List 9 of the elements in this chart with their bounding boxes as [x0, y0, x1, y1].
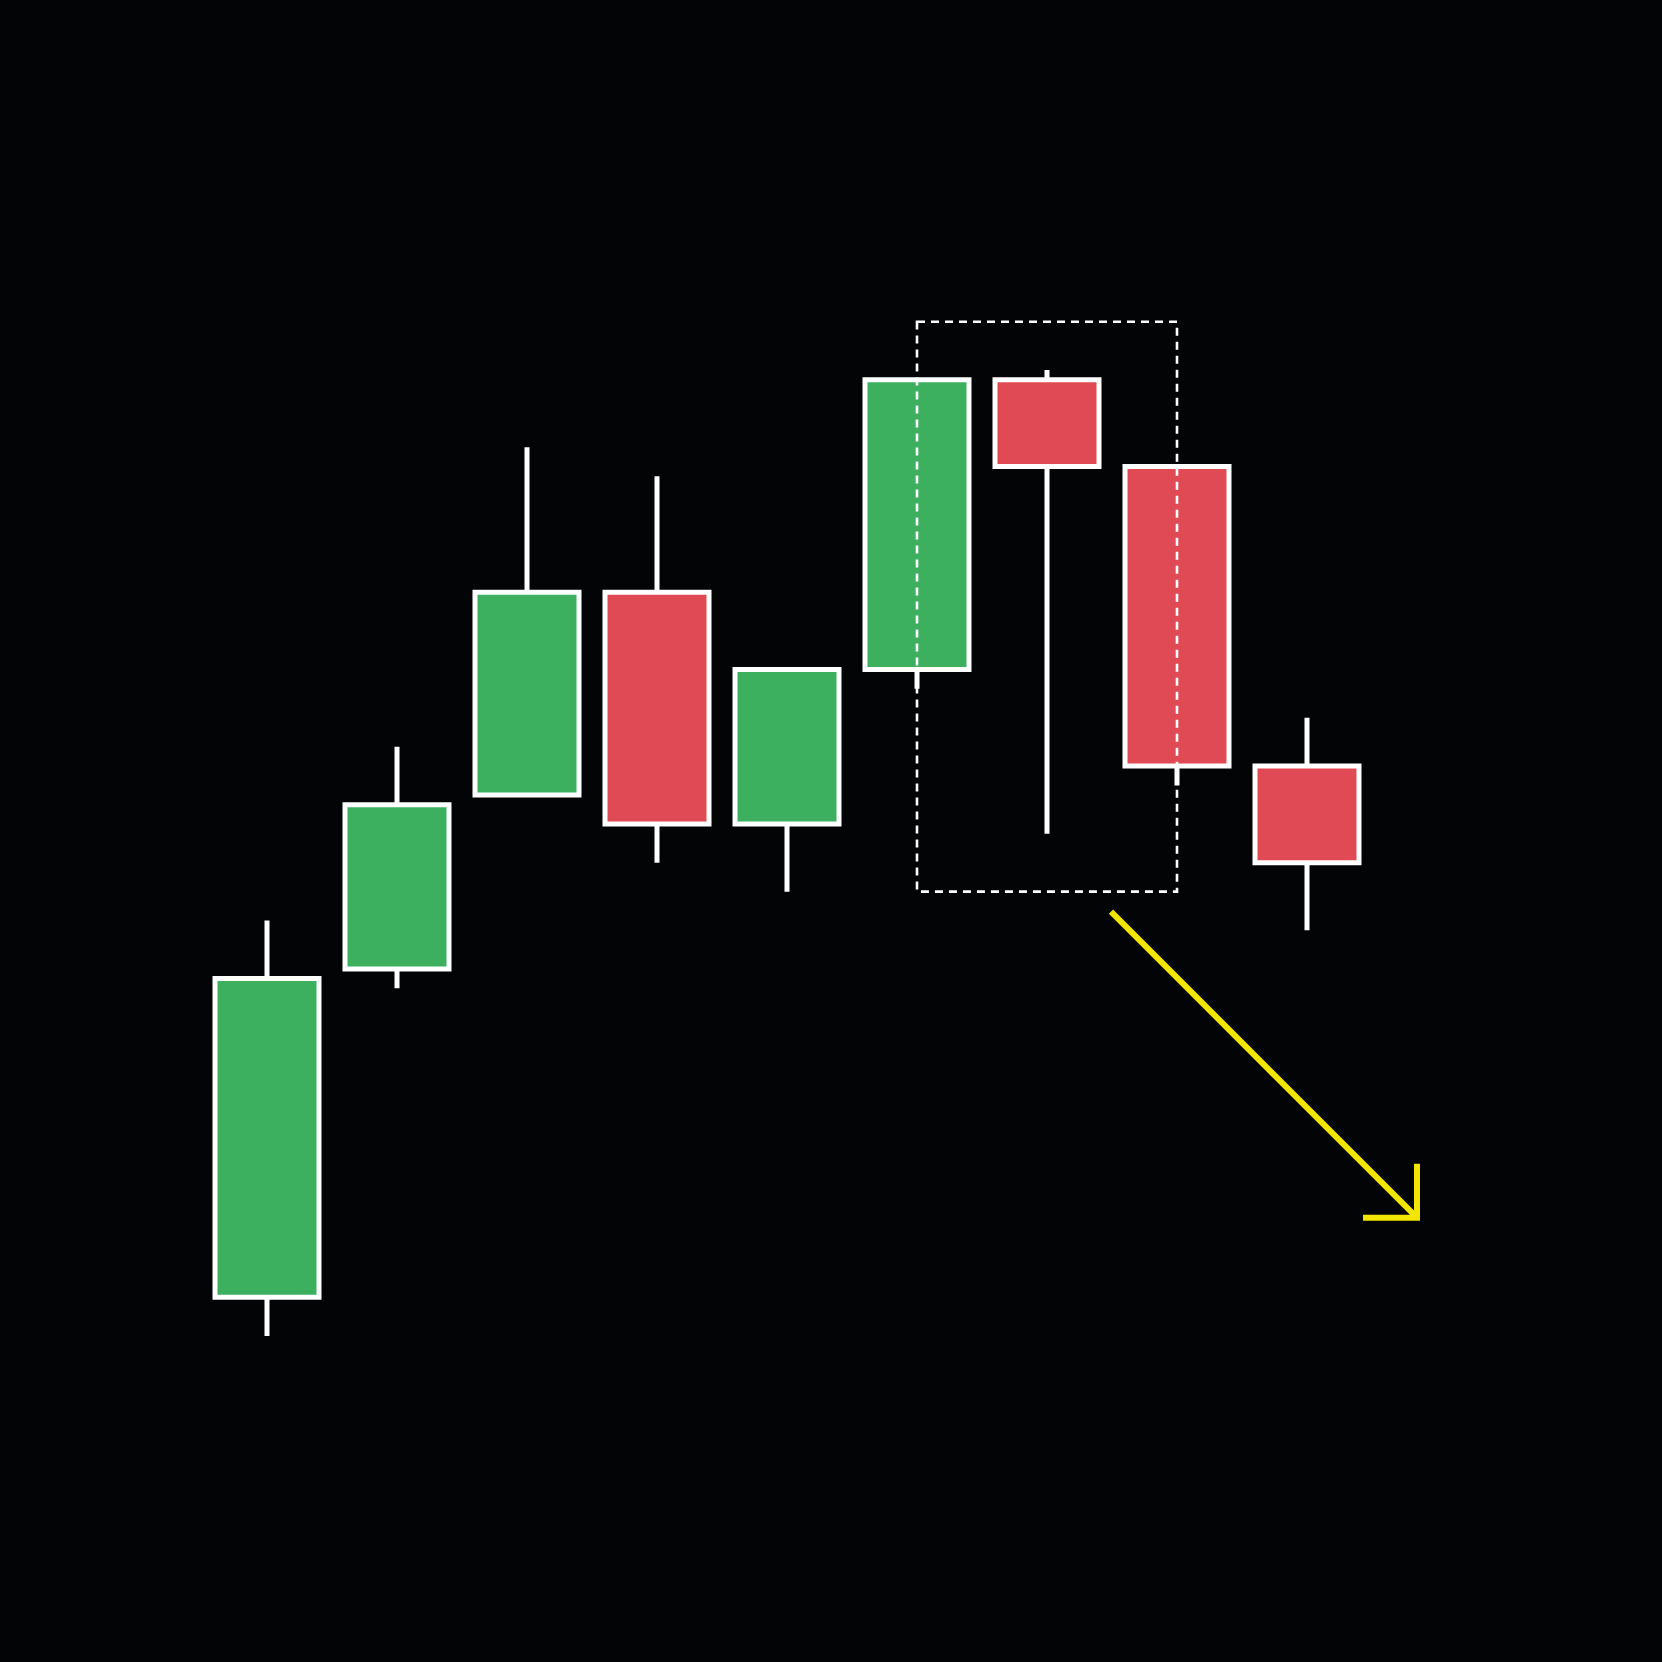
candlestick [862, 377, 972, 692]
candlestick [1122, 464, 1232, 788]
candlestick [342, 744, 452, 991]
candlestick [602, 473, 712, 866]
candlestick [732, 666, 842, 895]
candlestick [992, 367, 1102, 837]
candlestick [1252, 715, 1362, 933]
candlestick [212, 918, 322, 1339]
candlestick [472, 444, 582, 798]
